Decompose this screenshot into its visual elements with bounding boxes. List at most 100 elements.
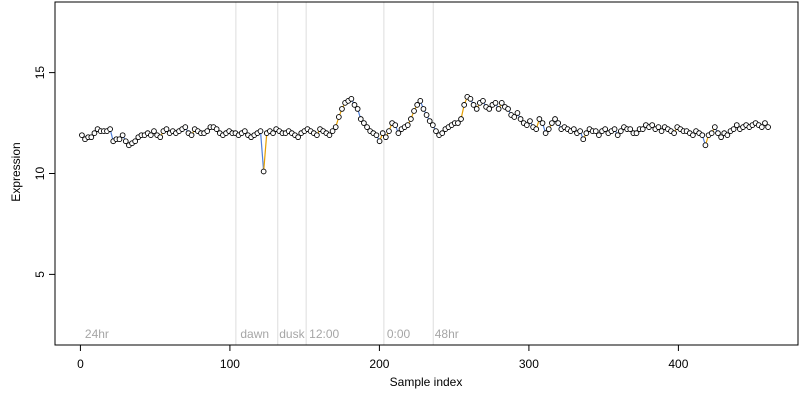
data-point	[88, 134, 95, 141]
data-point	[580, 136, 587, 143]
data-point	[542, 130, 549, 136]
data-point	[439, 130, 446, 136]
data-point	[392, 122, 399, 128]
data-point	[429, 122, 436, 128]
data-point	[163, 126, 170, 132]
data-point	[335, 114, 342, 120]
data-point	[649, 122, 656, 128]
data-point	[386, 128, 392, 134]
data-point	[473, 106, 480, 112]
data-point	[511, 114, 518, 120]
data-point	[270, 130, 276, 136]
data-point	[79, 132, 85, 139]
data-point	[151, 128, 157, 134]
x-axis-title: Sample index	[390, 375, 463, 389]
x-tick-label: 0	[77, 357, 84, 371]
plot-frame	[54, 1, 799, 346]
phase-label: 0:00	[387, 327, 411, 341]
data-point	[602, 126, 609, 132]
data-point	[486, 106, 493, 112]
data-point	[495, 106, 502, 112]
data-point	[639, 126, 646, 132]
data-point	[545, 126, 552, 132]
data-point	[260, 168, 267, 175]
data-point	[188, 132, 195, 139]
phase-label: dawn	[240, 327, 269, 341]
data-point	[461, 102, 468, 108]
data-point	[708, 130, 715, 136]
data-point	[552, 116, 558, 122]
data-point	[417, 98, 424, 104]
data-point	[433, 128, 439, 134]
data-point	[596, 132, 602, 139]
data-point	[533, 126, 540, 132]
data-point	[549, 120, 555, 126]
data-point	[182, 124, 189, 130]
x-tick-label: 300	[519, 357, 539, 371]
data-point	[241, 128, 248, 134]
phase-label: dusk	[279, 327, 305, 341]
data-point	[555, 120, 562, 126]
phase-marker-lines	[235, 2, 434, 345]
data-point	[765, 124, 771, 130]
data-point	[414, 102, 421, 108]
data-point	[583, 130, 590, 136]
data-point	[611, 126, 618, 132]
data-point	[119, 132, 126, 139]
data-point	[157, 134, 164, 141]
data-point	[514, 110, 521, 116]
data-point	[314, 132, 320, 139]
data-point	[213, 126, 220, 132]
data-point	[329, 128, 336, 134]
data-point	[505, 106, 511, 112]
data-point	[411, 108, 417, 114]
data-point	[758, 124, 765, 130]
data-point	[351, 102, 358, 108]
data-point	[348, 95, 355, 102]
data-point	[699, 132, 706, 139]
data-point	[204, 128, 211, 134]
data-point	[408, 116, 414, 122]
data-point	[762, 120, 768, 126]
data-point	[523, 122, 530, 128]
data-point	[467, 95, 474, 102]
data-point	[107, 126, 113, 132]
data-point	[382, 134, 389, 141]
series-segment	[263, 133, 268, 172]
data-point	[539, 120, 546, 126]
data-point	[376, 138, 383, 145]
data-point	[702, 142, 709, 149]
data-point	[395, 130, 402, 136]
data-point	[257, 128, 264, 134]
y-axis-title: Expression	[9, 142, 23, 201]
data-point	[426, 118, 433, 124]
data-point	[361, 120, 367, 126]
data-point	[379, 130, 386, 136]
data-point	[295, 134, 301, 141]
data-point	[455, 120, 461, 126]
data-point	[91, 130, 98, 136]
data-point	[339, 106, 345, 112]
data-point	[326, 132, 333, 139]
data-point	[724, 132, 731, 139]
data-point	[718, 134, 724, 141]
data-point	[132, 138, 139, 145]
phase-label: 12:00	[309, 327, 339, 341]
data-point	[617, 128, 624, 134]
data-point	[733, 122, 740, 128]
data-point	[147, 132, 154, 139]
data-point	[420, 106, 427, 112]
y-tick-label: 10	[33, 167, 47, 181]
data-points	[79, 93, 771, 175]
data-point	[633, 130, 640, 136]
x-axis: 0 100 200 300 400	[77, 344, 689, 371]
data-point	[423, 112, 430, 118]
data-point	[357, 116, 364, 122]
data-point	[536, 116, 543, 122]
data-point	[527, 118, 533, 124]
data-point	[658, 128, 665, 134]
x-tick-label: 100	[220, 357, 240, 371]
data-point	[122, 138, 129, 145]
phase-labels: dawn dusk 12:00 0:00 48hr 24hr	[85, 327, 459, 341]
